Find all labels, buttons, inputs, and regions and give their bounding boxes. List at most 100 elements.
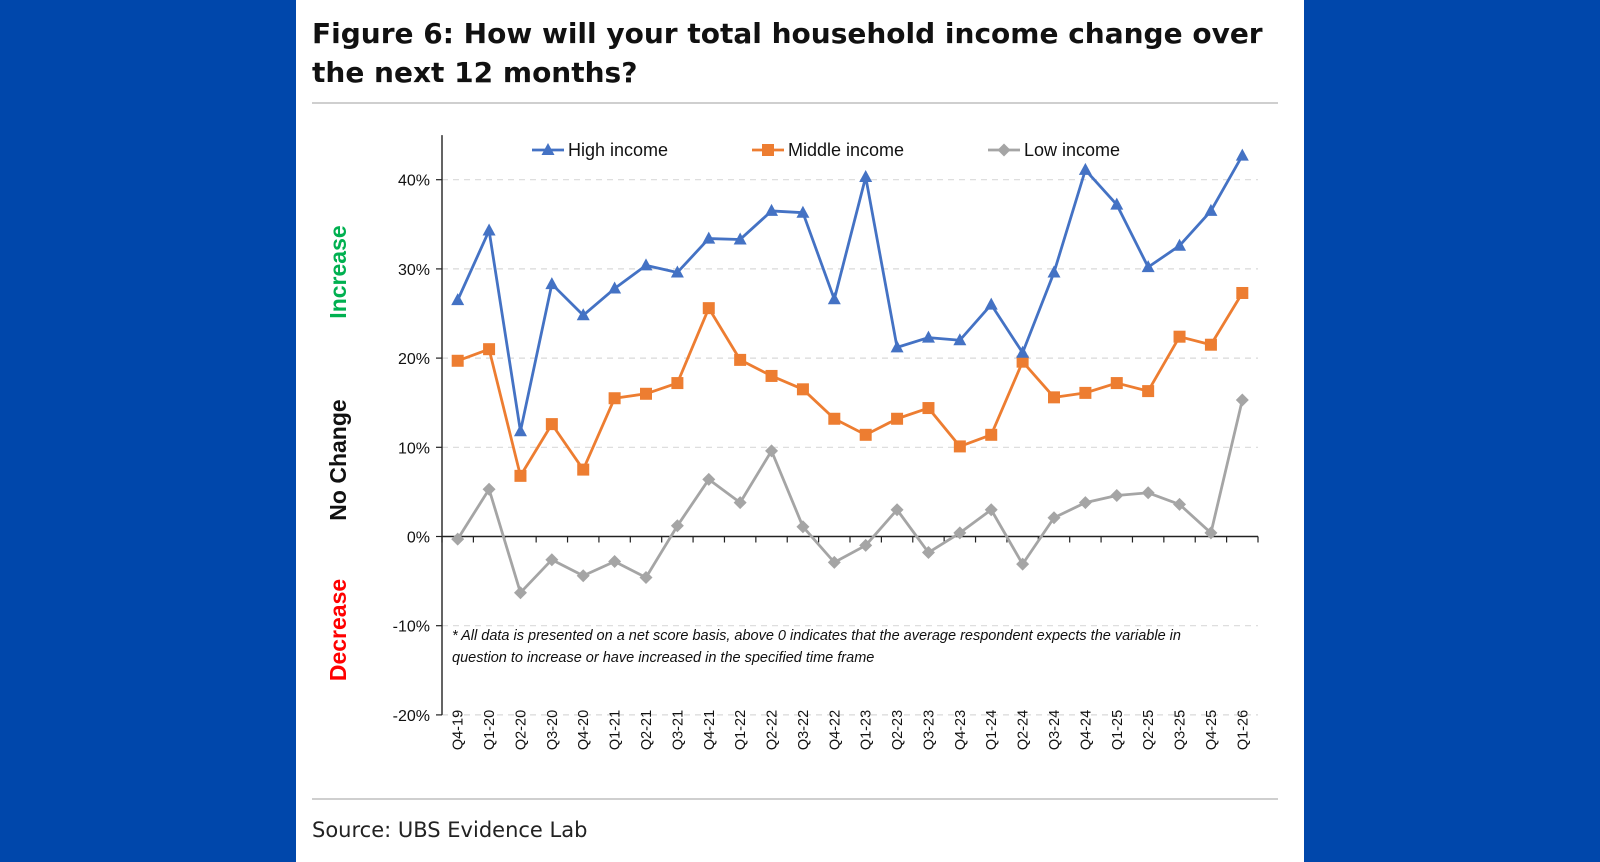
data-point xyxy=(1048,391,1060,404)
data-point xyxy=(1173,330,1186,343)
data-point xyxy=(859,170,873,183)
data-point xyxy=(1016,355,1029,368)
legend-marker xyxy=(997,143,1011,157)
x-tick-label: Q3-20 xyxy=(545,710,561,750)
data-point xyxy=(545,277,559,290)
data-point xyxy=(733,496,747,510)
legend-marker xyxy=(762,144,774,156)
x-tick-label: Q2-20 xyxy=(513,710,529,750)
data-point xyxy=(451,293,465,306)
data-point xyxy=(702,302,715,315)
legend-entry: Low income xyxy=(988,140,1120,160)
data-point xyxy=(608,392,621,405)
data-point xyxy=(1078,162,1092,175)
data-point xyxy=(796,383,809,396)
x-tick-label: Q4-20 xyxy=(576,710,592,750)
data-point xyxy=(482,482,496,496)
legend-entry: High income xyxy=(532,140,668,160)
data-point xyxy=(1047,511,1061,525)
data-point xyxy=(796,520,810,534)
side-label-no-change: No Change xyxy=(325,399,351,520)
x-tick-label: Q1-24 xyxy=(984,710,1000,750)
axes: -20% -10% 0% 10% 20% 30% 40% Q4-19 Q1-20 Q2-20 Q3-… xyxy=(393,135,1259,750)
series-line xyxy=(457,292,1244,478)
x-tick-label: Q4-24 xyxy=(1078,710,1094,750)
data-point xyxy=(796,205,810,218)
data-point xyxy=(733,232,747,245)
data-point xyxy=(482,223,496,236)
title-divider xyxy=(312,102,1278,104)
side-label-increase: Increase xyxy=(325,225,351,318)
data-point xyxy=(985,428,998,441)
data-point xyxy=(828,412,841,425)
data-point xyxy=(702,472,716,486)
data-point xyxy=(1110,377,1123,390)
gridlines xyxy=(442,179,1258,716)
data-point xyxy=(576,308,590,321)
series-middle-income xyxy=(451,286,1249,482)
data-point xyxy=(859,428,872,441)
x-tick-label: Q1-22 xyxy=(733,710,749,750)
x-tick-label: Q4-22 xyxy=(827,710,843,750)
x-tick-label: Q2-25 xyxy=(1141,710,1157,750)
data-point xyxy=(640,387,652,400)
data-point xyxy=(953,440,966,453)
x-tick-label: Q4-19 xyxy=(451,710,467,750)
data-point xyxy=(765,369,778,382)
data-point xyxy=(827,292,841,305)
data-point xyxy=(953,526,967,540)
x-tick-label: Q4-25 xyxy=(1204,710,1220,750)
data-point xyxy=(1016,557,1030,571)
data-point xyxy=(671,377,684,390)
data-point xyxy=(1141,260,1155,273)
data-point xyxy=(639,258,653,271)
data-point xyxy=(576,569,590,583)
data-point xyxy=(1173,238,1187,251)
series-low-income xyxy=(451,393,1249,600)
x-tick-label: Q1-25 xyxy=(1110,710,1126,750)
y-tick-label: -20% xyxy=(393,708,430,725)
figure-panel: Figure 6: How will your total household … xyxy=(296,0,1304,862)
y-tick-label: 40% xyxy=(398,173,430,190)
series-high-income xyxy=(451,148,1249,437)
series-line xyxy=(456,399,1244,595)
data-point xyxy=(1235,148,1249,161)
data-point xyxy=(859,538,873,552)
legend-entry: Middle income xyxy=(752,140,904,160)
data-point xyxy=(577,463,590,476)
data-point xyxy=(1204,526,1218,540)
x-tick-label: Q4-21 xyxy=(702,710,718,750)
data-point xyxy=(1142,385,1155,398)
x-tick-label: Q3-21 xyxy=(670,710,686,750)
data-point xyxy=(1173,497,1187,511)
x-tick-label: Q2-23 xyxy=(890,710,906,750)
data-point xyxy=(513,586,527,600)
data-point xyxy=(1235,393,1249,407)
x-tick-label: Q1-21 xyxy=(608,710,624,750)
data-point xyxy=(514,469,527,482)
source-text: Source: UBS Evidence Lab xyxy=(312,818,588,842)
y-tick-label: 20% xyxy=(398,351,430,368)
y-tick-label: 30% xyxy=(398,262,430,279)
data-point xyxy=(1141,486,1155,500)
x-tick-label: Q2-24 xyxy=(1016,710,1032,750)
x-tick-label: Q3-25 xyxy=(1173,710,1189,750)
data-point xyxy=(1078,496,1092,510)
side-label-decrease: Decrease xyxy=(325,579,351,681)
data-point xyxy=(765,203,779,216)
data-point xyxy=(765,444,779,458)
x-tick-label: Q1-26 xyxy=(1235,710,1251,750)
data-point xyxy=(1236,286,1249,299)
x-tick-label: Q4-23 xyxy=(953,710,969,750)
footnote: * All data is presented on a net score b… xyxy=(452,628,1181,666)
data-point xyxy=(1110,488,1124,502)
data-point xyxy=(734,353,747,366)
series-line xyxy=(456,154,1244,433)
legend-marker xyxy=(541,143,555,155)
legend-label: High income xyxy=(568,140,668,160)
x-tick-label: Q3-23 xyxy=(921,710,937,750)
data-point xyxy=(921,546,935,560)
data-point xyxy=(608,554,622,568)
data-point xyxy=(1204,203,1218,216)
data-point xyxy=(1079,386,1092,399)
